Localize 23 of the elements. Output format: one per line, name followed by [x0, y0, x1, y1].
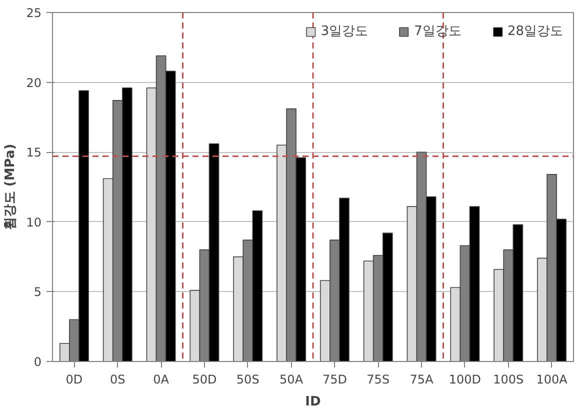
- y-tick-label: 25: [26, 6, 42, 20]
- x-tick-label: 50D: [192, 372, 217, 386]
- y-axis-title: 휨강도 (MPa): [3, 144, 18, 230]
- x-tick-label: 75S: [366, 372, 390, 386]
- y-tick-label: 5: [34, 285, 42, 300]
- y-tick-label: 15: [26, 146, 42, 160]
- x-axis-title: ID: [305, 394, 322, 410]
- legend-label: 28일강도: [507, 23, 563, 40]
- x-tick-label: 100D: [448, 372, 482, 386]
- x-tick-label: 0D: [66, 372, 83, 386]
- legend-label: 3일강도: [320, 23, 368, 40]
- x-tick-label: 0S: [110, 372, 126, 386]
- legend-label: 7일강도: [414, 23, 462, 40]
- x-tick-label: 50A: [280, 372, 304, 386]
- x-tick-label: 75A: [410, 372, 434, 386]
- x-tick-label: 0A: [153, 372, 170, 386]
- y-tick-label: 20: [26, 76, 42, 90]
- x-tick-label: 100A: [536, 372, 568, 386]
- x-tick-label: 100S: [493, 372, 524, 386]
- x-tick-label: 75D: [322, 372, 347, 386]
- y-tick-label: 10: [26, 215, 42, 230]
- y-tick-label: 0: [34, 355, 42, 369]
- x-tick-label: 50S: [236, 372, 260, 386]
